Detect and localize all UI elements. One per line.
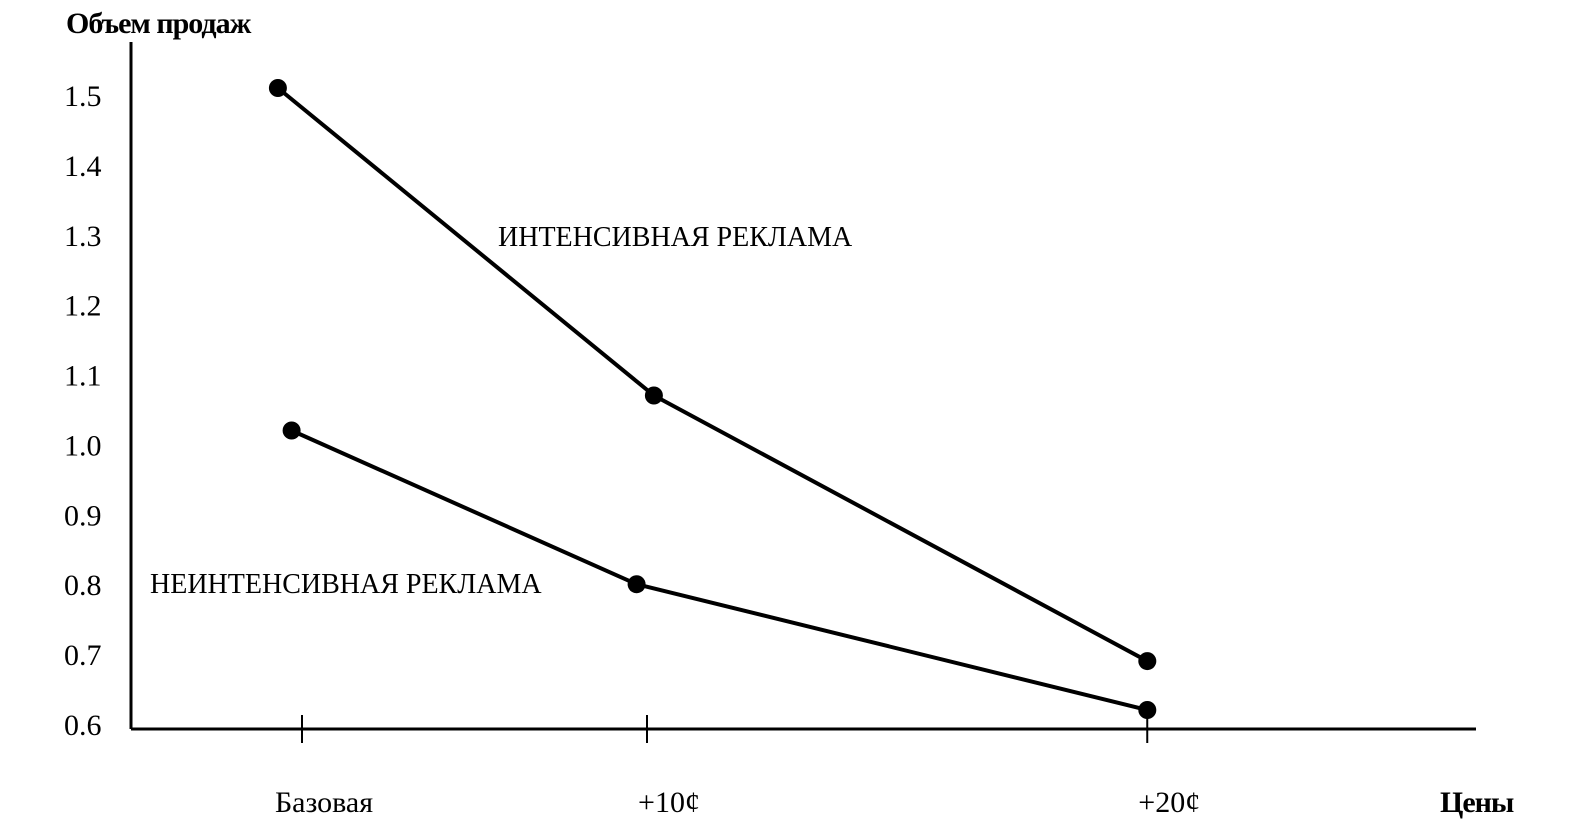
series-points xyxy=(268,79,1157,719)
y-tick-label: 1.0 xyxy=(64,429,102,462)
data-point xyxy=(1138,652,1157,671)
y-axis-title: Объем продаж xyxy=(66,7,252,40)
data-point xyxy=(1138,701,1157,719)
y-tick-label: 1.5 xyxy=(64,80,102,113)
data-point xyxy=(282,421,301,440)
series-lines xyxy=(276,86,1149,712)
y-tick-label: 1.3 xyxy=(64,220,102,253)
data-point xyxy=(268,79,287,97)
y-tick-label: 1.2 xyxy=(64,290,102,323)
x-tick-label: +20¢ xyxy=(1138,786,1200,819)
y-tick-labels: 1.5 1.4 1.3 1.2 1.1 1.0 0.9 0.8 0.7 0.6 xyxy=(64,80,102,742)
y-tick-label: 0.9 xyxy=(64,499,102,532)
y-tick-label: 1.4 xyxy=(64,150,102,183)
y-tick-label: 0.7 xyxy=(64,639,102,672)
series-label-intensive: ИНТЕНСИВНАЯ РЕКЛАМА xyxy=(498,222,853,253)
x-tick-label: Базовая xyxy=(275,786,373,819)
axes xyxy=(129,42,1476,731)
y-tick-label: 1.1 xyxy=(64,360,102,393)
x-axis-ticks: Базовая +10¢ +20¢ xyxy=(275,715,1200,819)
data-point xyxy=(644,386,663,405)
x-tick-label: +10¢ xyxy=(638,786,700,819)
x-axis-title: Цены xyxy=(1440,786,1514,819)
data-point xyxy=(627,575,646,594)
series-label-non-intensive: НЕИНТЕНСИВНАЯ РЕКЛАМА xyxy=(150,569,542,600)
y-tick-label: 0.6 xyxy=(64,709,102,742)
y-tick-label: 0.8 xyxy=(64,569,102,602)
